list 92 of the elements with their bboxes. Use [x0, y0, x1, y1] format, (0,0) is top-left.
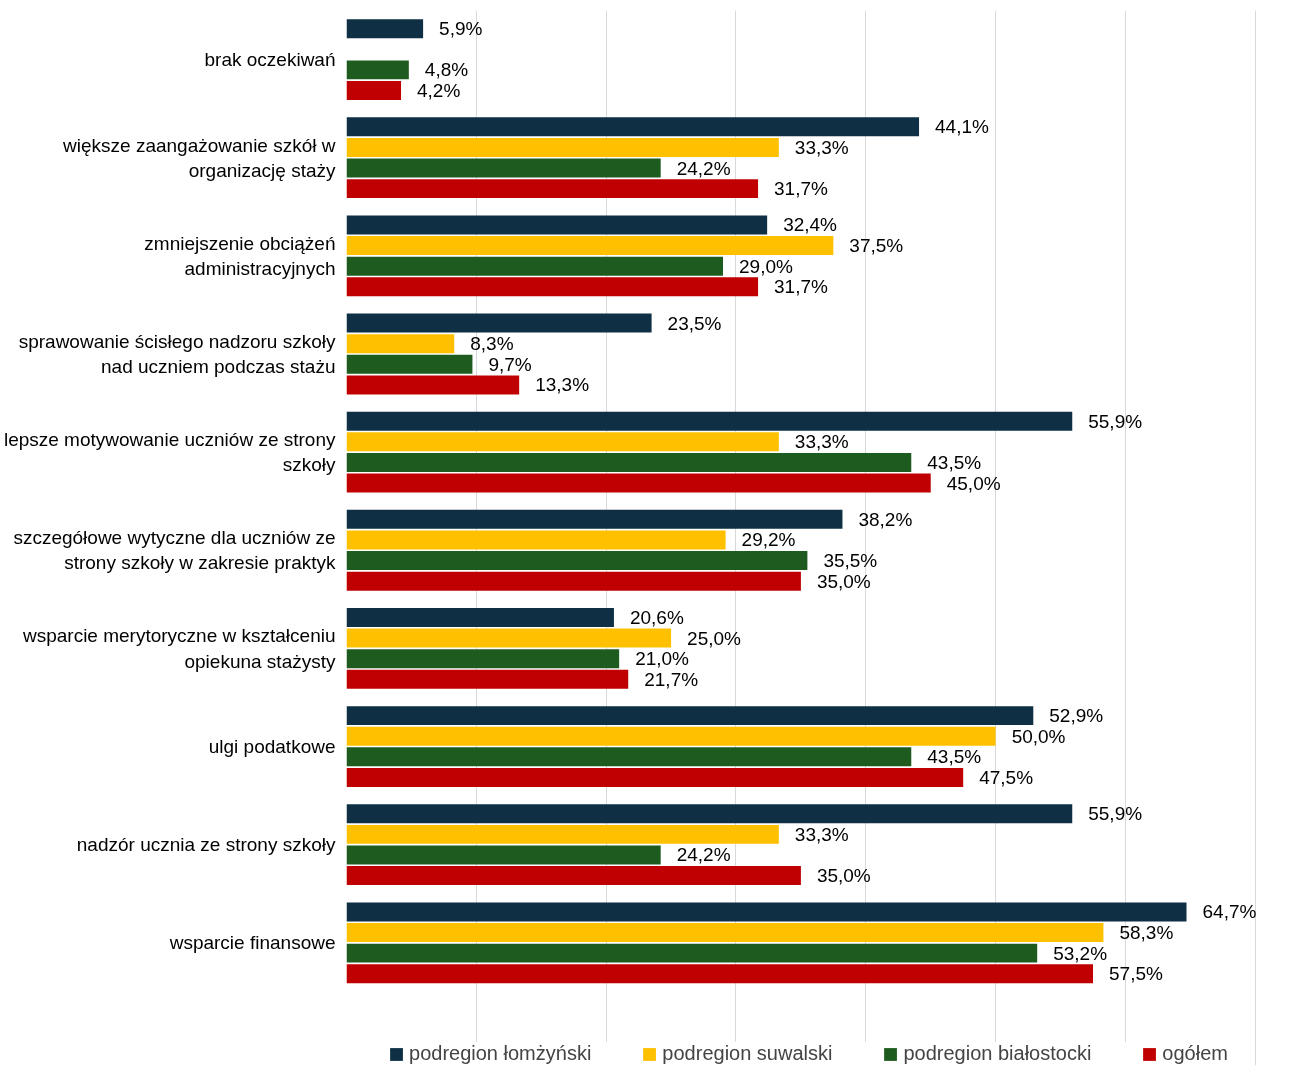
data-label: 4,8% — [424, 59, 469, 81]
bar — [346, 551, 808, 571]
bar — [346, 669, 629, 689]
data-label: 9,7% — [488, 353, 532, 375]
bar — [346, 530, 726, 550]
bar — [346, 334, 455, 354]
data-label: 13,3% — [535, 374, 590, 396]
data-label: 52,9% — [1049, 705, 1104, 727]
bar — [346, 432, 779, 452]
data-label: 55,9% — [1088, 410, 1143, 432]
y-tick-label: zmniejszenie obciążeń administracyjnych — [144, 232, 336, 279]
data-label: 21,7% — [644, 668, 699, 690]
bar — [346, 923, 1104, 942]
data-label: 5,9% — [439, 18, 483, 40]
data-label: 53,2% — [1053, 942, 1108, 964]
bar — [346, 824, 779, 844]
data-label: 43,5% — [927, 451, 982, 473]
data-label: 4,2% — [417, 79, 461, 101]
bar — [346, 117, 920, 137]
data-label: 29,2% — [741, 529, 796, 551]
data-label: 43,5% — [927, 746, 982, 768]
bar — [346, 19, 424, 39]
data-label: 29,0% — [739, 255, 793, 277]
data-label: 45,0% — [946, 472, 1001, 494]
bar — [346, 354, 473, 374]
data-label: 64,7% — [1202, 901, 1257, 923]
bar — [346, 277, 759, 297]
bar — [346, 215, 768, 235]
data-label: 24,2% — [676, 844, 731, 866]
bar — [346, 313, 652, 333]
bar — [346, 256, 724, 276]
data-label: 20,6% — [629, 606, 684, 628]
legend-label: podregion łomżyński — [409, 1042, 592, 1065]
y-tick-label: nadzór ucznia ze strony szkoły — [76, 834, 336, 856]
legend-label: podregion białostocki — [903, 1042, 1092, 1065]
bar — [346, 608, 614, 627]
bar — [346, 375, 520, 395]
data-label: 47,5% — [979, 766, 1034, 788]
bar — [346, 236, 834, 256]
bar — [346, 60, 409, 80]
bar — [346, 81, 402, 100]
data-label: 32,4% — [783, 214, 838, 236]
bar — [346, 902, 1187, 922]
data-label: 55,9% — [1088, 803, 1143, 825]
bar — [346, 706, 1034, 726]
data-label: 35,0% — [816, 570, 871, 592]
bar — [346, 943, 1038, 963]
data-label: 24,2% — [676, 157, 731, 179]
data-label: 35,5% — [823, 550, 878, 572]
bar — [346, 452, 912, 472]
legend-label: podregion suwalski — [662, 1042, 833, 1065]
bar — [346, 649, 620, 669]
bar — [346, 964, 1094, 984]
bar — [346, 411, 1073, 431]
data-label: 33,3% — [794, 136, 849, 158]
y-tick-label: wsparcie finansowe — [168, 932, 336, 954]
bar — [346, 845, 661, 865]
bar — [346, 509, 843, 529]
data-label: 25,0% — [687, 627, 742, 649]
data-label: 31,7% — [774, 276, 829, 298]
bar — [346, 571, 801, 591]
bar — [346, 804, 1073, 824]
bar — [346, 473, 931, 493]
y-tick-label: brak oczekiwań — [204, 49, 336, 71]
y-tick-label: ulgi podatkowe — [208, 736, 336, 758]
bar — [346, 137, 779, 157]
data-label: 57,5% — [1109, 963, 1163, 985]
data-label: 23,5% — [667, 312, 722, 334]
y-tick-label: większe zaangażowanie szkół w organizację staży — [62, 134, 336, 181]
bar — [346, 726, 996, 746]
y-tick-label: sprawowanie ścisłego nadzoru szkoły nad uczniem podczas stażu — [18, 330, 336, 378]
y-tick-label: lepsze motywowanie uczniów ze strony szkoły — [3, 429, 336, 476]
data-label: 33,3% — [794, 823, 849, 845]
bar — [346, 866, 801, 886]
bar — [346, 158, 661, 178]
bar — [346, 767, 964, 787]
data-label: 33,3% — [794, 431, 849, 453]
bar — [346, 628, 672, 648]
data-label: 35,0% — [816, 865, 871, 887]
legend-label: ogółem — [1162, 1042, 1228, 1065]
data-label: 37,5% — [849, 235, 904, 257]
y-tick-label: szczegółowe wytyczne dla uczniów ze strony szkoły w zakresie praktyk — [13, 527, 336, 574]
data-label: 31,7% — [774, 178, 829, 200]
data-label: 21,0% — [635, 648, 690, 670]
data-label: 58,3% — [1119, 922, 1174, 944]
y-tick-label: wsparcie merytoryczne w kształceniu opiekuna stażysty — [21, 625, 336, 672]
data-label: 38,2% — [858, 508, 913, 530]
data-label: 50,0% — [1011, 725, 1066, 747]
data-label: 44,1% — [935, 116, 990, 138]
data-label: 8,3% — [470, 333, 514, 355]
bar — [346, 747, 912, 767]
bar — [346, 179, 759, 199]
